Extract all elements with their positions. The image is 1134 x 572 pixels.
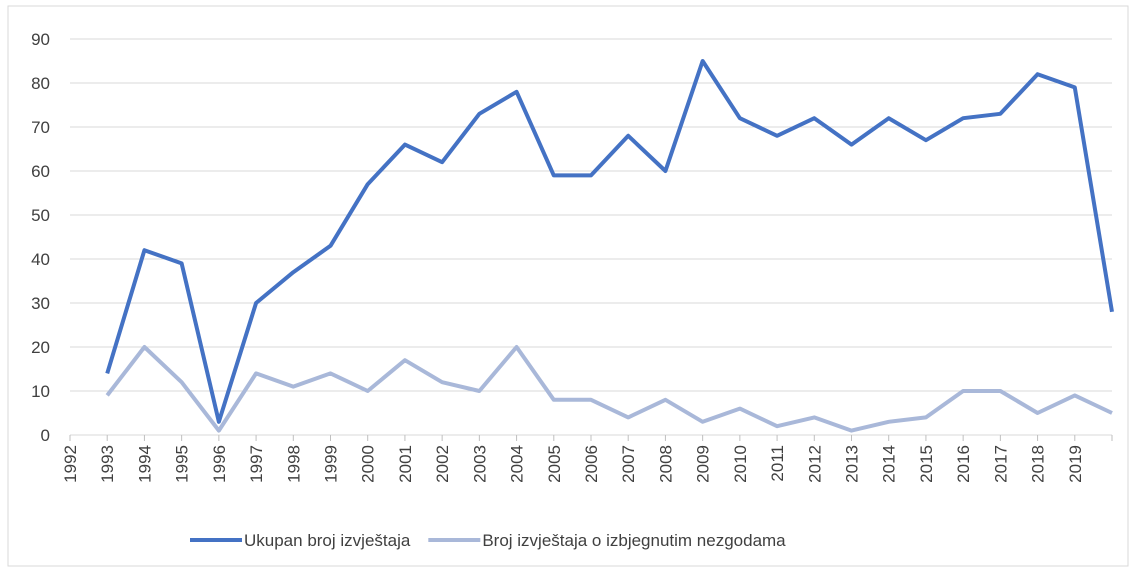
y-tick-label: 0 [41, 426, 50, 445]
x-tick-label: 2007 [619, 445, 638, 483]
x-tick-label: 2010 [731, 445, 750, 483]
x-tick-label: 1998 [284, 445, 303, 483]
x-tick-label: 2018 [1029, 445, 1048, 483]
x-tick-label: 2016 [954, 445, 973, 483]
x-tick-label: 2019 [1066, 445, 1085, 483]
x-tick-label: 2004 [508, 445, 527, 483]
x-tick-label: 2002 [433, 445, 452, 483]
x-tick-label: 2000 [359, 445, 378, 483]
x-tick-label: 2003 [470, 445, 489, 483]
y-tick-label: 50 [31, 206, 50, 225]
y-tick-label: 90 [31, 30, 50, 49]
x-tick-label: 1992 [61, 445, 80, 483]
y-tick-label: 70 [31, 118, 50, 137]
x-tick-label: 1999 [322, 445, 341, 483]
x-tick-label: 2013 [843, 445, 862, 483]
x-tick-label: 1997 [247, 445, 266, 483]
x-tick-label: 2017 [991, 445, 1010, 483]
x-tick-label: 1994 [135, 445, 154, 483]
y-tick-label: 10 [31, 382, 50, 401]
x-tick-label: 2014 [880, 445, 899, 483]
y-tick-label: 60 [31, 162, 50, 181]
y-tick-label: 20 [31, 338, 50, 357]
y-tick-label: 30 [31, 294, 50, 313]
chart-frame [7, 5, 1129, 567]
x-tick-label: 1995 [173, 445, 192, 483]
legend-label: Broj izvještaja o izbjegnutim nezgodama [482, 531, 786, 550]
x-tick-label: 2005 [545, 445, 564, 483]
x-tick-label: 2006 [582, 445, 601, 483]
x-tick-label: 2009 [694, 445, 713, 483]
x-tick-label: 2011 [768, 445, 787, 482]
y-tick-label: 40 [31, 250, 50, 269]
x-tick-label: 1993 [98, 445, 117, 483]
legend-label: Ukupan broj izvještaja [244, 531, 411, 550]
x-tick-label: 2008 [656, 445, 675, 483]
series-line [105, 345, 1113, 433]
x-tick-label: 1996 [210, 445, 229, 483]
x-tick-label: 2001 [396, 445, 415, 483]
series-line [105, 59, 1114, 424]
x-tick-label: 2012 [805, 445, 824, 483]
x-tick-label: 2015 [917, 445, 936, 483]
y-tick-label: 80 [31, 74, 50, 93]
